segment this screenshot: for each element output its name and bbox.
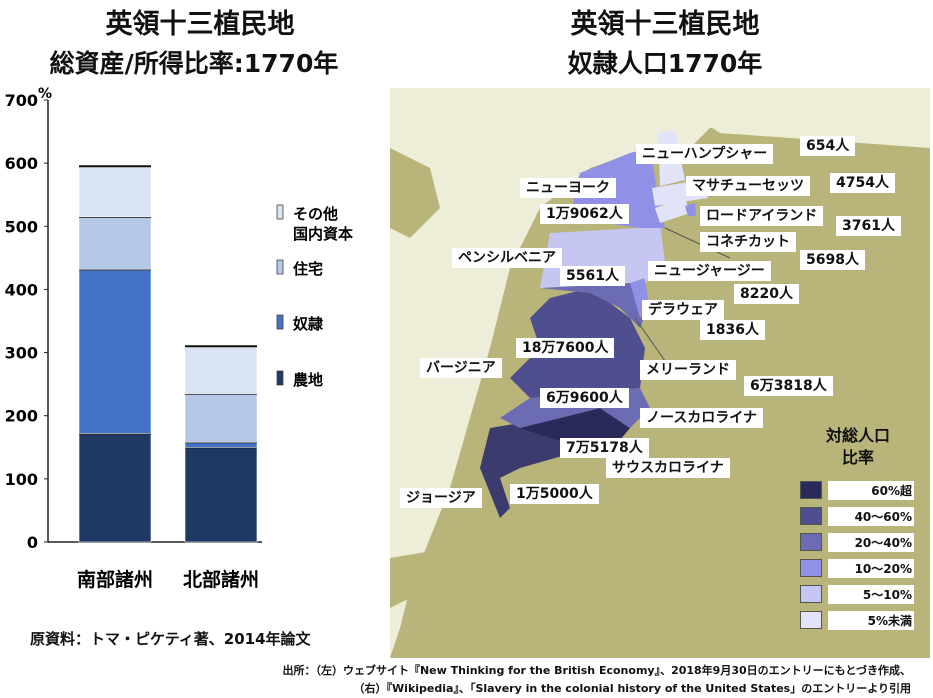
value-north-carolina: 6万9600人 (540, 388, 629, 408)
footer-line-1: 出所：（左）ウェブサイト『New Thinking for the Britis… (282, 664, 911, 677)
value-delaware: 1836人 (700, 320, 765, 340)
value-massachusetts: 4754人 (830, 173, 895, 193)
value-georgia: 1万5000人 (510, 484, 599, 504)
value-rhode-island: 3761人 (836, 216, 901, 236)
value-virginia: 18万7600人 (516, 338, 615, 358)
bar-legend-label: 農地 (293, 371, 323, 389)
bar-segment-south-2 (78, 216, 152, 270)
label-maryland: メリーランド (640, 360, 736, 380)
bar-legend-label-2: 国内資本 (293, 225, 353, 243)
label-new-york: ニューヨーク (520, 178, 616, 198)
label-delaware: デラウェア (642, 300, 724, 320)
y-tick-label: 300 (5, 344, 38, 363)
left-subtitle: 総資産/所得比率:1770年 (49, 49, 339, 78)
bar-legend-swatch (276, 370, 284, 386)
map-legend-title-2: 比率 (841, 448, 874, 467)
y-tick-label: 100 (5, 470, 38, 489)
map-legend-label: 20～40% (828, 533, 914, 552)
map-lake (390, 148, 440, 238)
value-south-carolina: 7万5178人 (560, 438, 649, 458)
bar-legend-swatch (276, 259, 284, 275)
bar-legend-label: 奴隷 (292, 315, 324, 333)
colony-rhode-island (685, 203, 696, 216)
y-tick-label: 500 (5, 217, 38, 236)
value-new-jersey: 8220人 (734, 284, 799, 304)
y-tick-label: 0 (27, 533, 38, 552)
y-tick-label: 200 (5, 407, 38, 426)
y-tick-label: 400 (5, 280, 38, 299)
left-source: 原資料：トマ・ピケティ著、2014年論文 (30, 630, 311, 648)
map-legend-label: 5%未満 (828, 611, 914, 630)
label-new-jersey: ニュージャージー (648, 261, 771, 281)
map-legend-swatch (800, 611, 822, 629)
bar-segment-south-0 (78, 433, 152, 543)
slavery-map: ニューハンプシャー 654人 マサチューセッツ 4754人 ニューヨーク 1万9… (390, 88, 930, 658)
value-connecticut: 5698人 (800, 250, 865, 270)
map-land (390, 88, 930, 658)
stacked-bar-chart: 0 100 200 300 400 500 600 700% 南部諸州 北部諸州 その他国内資本… (5, 86, 353, 591)
colony-maryland (540, 283, 650, 328)
value-maryland: 6万3818人 (744, 376, 833, 396)
bar-segment-south-1 (78, 268, 152, 434)
label-massachusetts: マサチューセッツ (686, 176, 810, 196)
colony-connecticut (655, 198, 690, 223)
bar-legend-swatch (276, 204, 284, 220)
bar-legend-label: その他 (293, 205, 338, 223)
map-legend-label: 40～60% (828, 507, 914, 526)
map-legend-swatch (800, 585, 822, 603)
value-new-york: 1万9062人 (540, 204, 629, 224)
value-pennsylvania: 5561人 (560, 266, 625, 286)
bar-segment-north-2 (184, 393, 258, 443)
label-rhode-island: ロードアイランド (700, 206, 824, 226)
map-legend-label: 10～20% (828, 559, 914, 578)
label-south-carolina: サウスカロライナ (606, 458, 730, 478)
map-legend-swatch (800, 533, 822, 551)
label-connecticut: コネチカット (700, 232, 796, 252)
map-legend-swatch (800, 559, 822, 577)
x-category-label: 南部諸州 (77, 568, 153, 591)
y-tick-label: 700 (5, 91, 38, 110)
map-legend-swatch (800, 481, 822, 499)
label-virginia: バージニア (420, 358, 502, 378)
map-legend-title-1: 対総人口 (825, 426, 890, 445)
bar-segment-north-0 (184, 446, 258, 543)
bar-segment-south-3 (78, 166, 152, 218)
left-title: 英領十三植民地 (105, 9, 295, 40)
label-georgia: ジョージア (400, 488, 482, 508)
map-legend-swatch (800, 507, 822, 525)
label-north-carolina: ノースカロライナ (640, 408, 764, 428)
y-tick-label: 600 (5, 154, 38, 173)
bar-legend-swatch (276, 314, 284, 330)
map-legend-label: 60%超 (828, 481, 914, 500)
bar-legend-label: 住宅 (293, 260, 323, 278)
map-legend-label: 5～10% (828, 585, 914, 604)
label-pennsylvania: ペンシルベニア (452, 248, 562, 268)
y-unit-label: % (38, 86, 52, 102)
bar-segment-north-3 (184, 345, 258, 394)
right-subtitle: 奴隷人口1770年 (567, 49, 763, 78)
x-category-label: 北部諸州 (183, 568, 259, 591)
right-title: 英領十三植民地 (570, 9, 760, 40)
map-florida (490, 508, 640, 658)
label-new-hampshire: ニューハンプシャー (636, 144, 774, 164)
value-new-hampshire: 654人 (800, 136, 856, 156)
footer-line-2: （右）『Wikipedia』、「Slavery in the colonial … (353, 682, 911, 695)
